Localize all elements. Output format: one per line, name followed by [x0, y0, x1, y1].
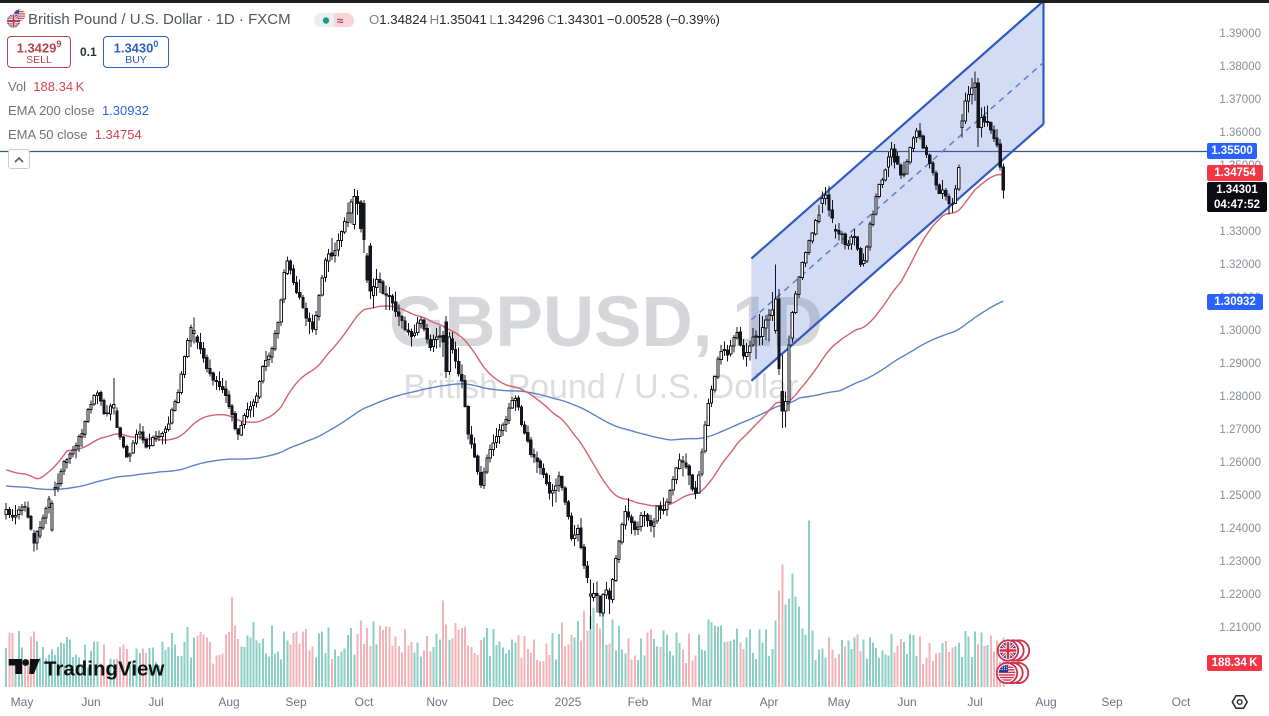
svg-text:British Pound / U.S. Dollar: British Pound / U.S. Dollar — [404, 368, 799, 406]
svg-text:TradingView: TradingView — [44, 658, 164, 681]
svg-text:≈: ≈ — [337, 16, 343, 28]
